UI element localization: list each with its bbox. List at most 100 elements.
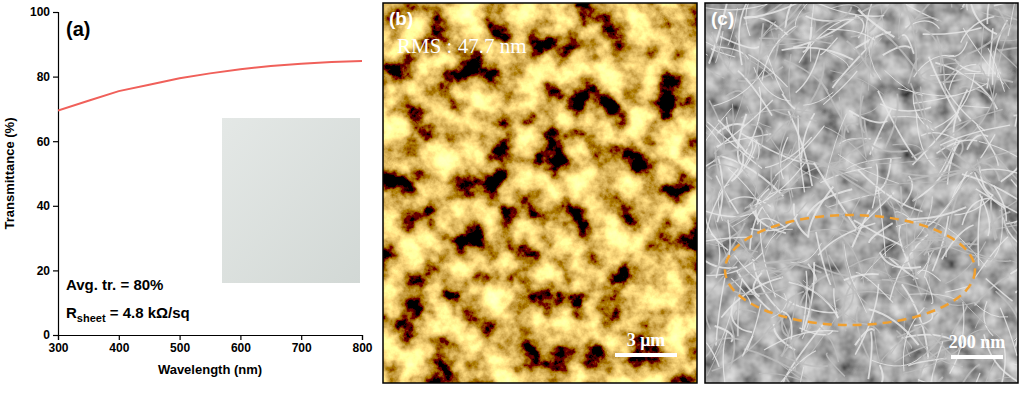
fiber [816, 232, 831, 285]
fiber [795, 3, 821, 25]
fiber [775, 126, 824, 176]
tick: 400 [109, 335, 129, 355]
fiber [898, 89, 954, 96]
tick-label: 500 [170, 341, 190, 355]
fiber [919, 321, 951, 355]
fiber [782, 47, 854, 59]
fiber [782, 94, 795, 109]
fiber [726, 268, 776, 287]
fiber [827, 353, 845, 376]
fiber [798, 162, 857, 181]
annotation: Avg. tr. = 80% [66, 276, 163, 293]
fiber [717, 100, 773, 147]
fiber [928, 342, 943, 383]
fiber [976, 359, 996, 383]
scale-bar-label: 200 nm [949, 332, 1006, 352]
fiber [941, 244, 1010, 261]
annotation: Rsheet = 4.8 kΩ/sq [66, 304, 190, 324]
fiber [869, 223, 893, 243]
fiber [901, 169, 971, 176]
fiber [868, 331, 871, 379]
fiber [816, 18, 864, 33]
fiber [790, 243, 821, 263]
tick-mark [301, 335, 302, 340]
fiber [814, 163, 857, 229]
fiber [997, 48, 1018, 97]
fiber [914, 195, 926, 274]
annotation-part: = 4.8 kΩ/sq [106, 304, 190, 321]
fiber [866, 158, 939, 164]
tick-label: 600 [231, 341, 251, 355]
fiber [757, 218, 785, 227]
fiber [909, 294, 957, 301]
fiber [980, 134, 995, 157]
fiber [1002, 215, 1018, 279]
fiber [808, 187, 833, 238]
fiber [942, 225, 974, 259]
tick-mark [53, 76, 58, 77]
fiber [882, 32, 922, 79]
fiber [705, 308, 719, 367]
panel-frame [383, 3, 697, 383]
tick-mark [53, 141, 58, 142]
fiber [907, 222, 922, 296]
fiber [975, 301, 991, 328]
fiber [705, 46, 725, 78]
fiber [759, 373, 829, 383]
fiber [914, 313, 933, 326]
panel-a: 300400500600700800020406080100Wavelength… [2, 5, 373, 377]
fiber [723, 331, 729, 383]
tick-label: 800 [352, 341, 372, 355]
fiber [942, 145, 993, 191]
fiber [881, 345, 897, 362]
fiber [967, 3, 982, 10]
fiber [900, 186, 903, 215]
fiber [911, 17, 942, 23]
fiber [935, 73, 975, 128]
tick-mark [53, 12, 58, 13]
tick-label: 0 [43, 328, 50, 342]
fiber [738, 114, 747, 164]
tick-label: 100 [30, 5, 50, 19]
fiber [834, 288, 838, 318]
fiber [854, 220, 902, 246]
fiber [731, 153, 743, 181]
fiber [865, 119, 874, 157]
fiber [960, 3, 993, 9]
fiber [779, 291, 804, 317]
fiber [825, 114, 847, 182]
fiber [884, 262, 928, 309]
fiber [851, 195, 862, 220]
fiber [996, 291, 1018, 329]
axis-title: Transmittance (%) [2, 118, 17, 230]
fiber [998, 8, 1010, 27]
fiber [726, 250, 758, 264]
fiber [734, 140, 757, 180]
fiber [866, 139, 908, 152]
tick-label: 700 [292, 341, 312, 355]
fiber [961, 364, 979, 383]
fiber [860, 96, 865, 133]
fiber [748, 54, 787, 87]
panel-label: (c) [711, 8, 734, 29]
fiber [1001, 135, 1018, 182]
fiber [988, 48, 1005, 91]
fiber [717, 156, 722, 222]
annotation-subscript: sheet [77, 312, 106, 324]
fiber [959, 70, 986, 84]
tick-mark [119, 335, 120, 340]
fiber [924, 30, 941, 73]
fiber [775, 151, 779, 212]
annotation-part: R [66, 304, 77, 321]
fiber [709, 100, 724, 151]
fiber [732, 104, 733, 140]
fiber [986, 377, 1011, 381]
fiber [961, 106, 990, 108]
fiber [889, 189, 938, 241]
fiber [908, 190, 917, 222]
fiber [749, 158, 758, 212]
fiber [753, 273, 761, 297]
fiber [773, 110, 817, 121]
sem-image [705, 3, 1018, 383]
fiber [962, 174, 1018, 209]
